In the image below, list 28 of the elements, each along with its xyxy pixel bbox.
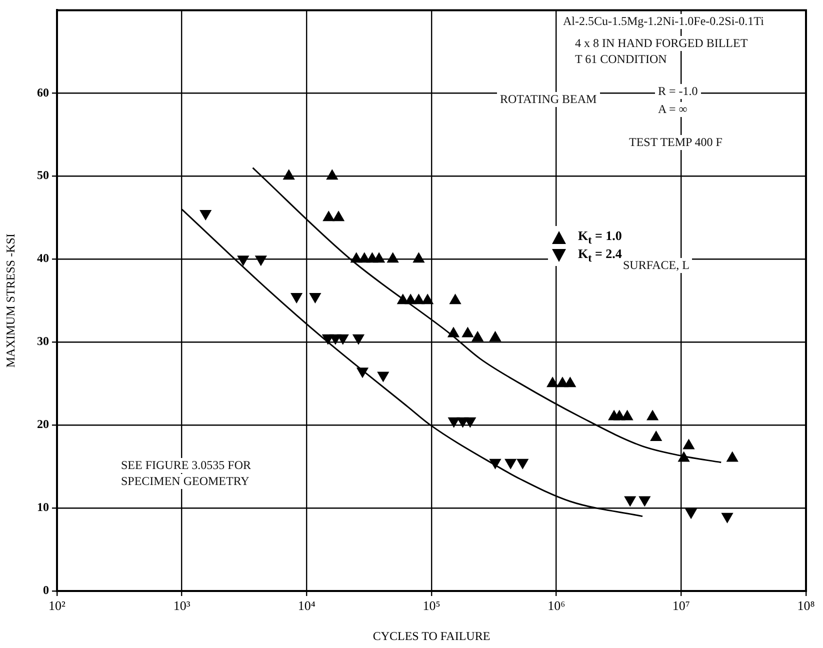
- annotation: Al-2.5Cu-1.5Mg-1.2Ni-1.0Fe-0.2Si-0.1Ti: [560, 14, 767, 29]
- x-tick-label: 10³: [173, 598, 190, 614]
- annotation: SEE FIGURE 3.0535 FOR: [118, 458, 254, 473]
- annotation: SURFACE, L: [620, 258, 692, 273]
- annotation: R = -1.0: [655, 84, 701, 99]
- y-tick-label: 50: [37, 168, 49, 182]
- annotation: A = ∞: [655, 102, 690, 117]
- annotation: T 61 CONDITION: [572, 52, 670, 67]
- y-tick-label: 10: [37, 500, 49, 514]
- y-tick-label: 30: [37, 334, 49, 348]
- y-axis-title: MAXIMUM STRESS -KSI: [3, 234, 18, 368]
- y-tick-label: 0: [43, 583, 49, 598]
- annotation: SPECIMEN GEOMETRY: [118, 474, 252, 489]
- x-tick-label: 10⁴: [298, 598, 316, 614]
- x-tick-label: 10⁷: [672, 598, 690, 614]
- x-axis-title: CYCLES TO FAILURE: [372, 628, 490, 643]
- y-tick-label: 60: [37, 85, 49, 100]
- y-tick-label: 20: [37, 417, 49, 432]
- x-tick-label: 10⁶: [548, 598, 566, 614]
- legend-label: K$_{t}$ = 1.0: [578, 228, 622, 246]
- x-tick-label: 10⁵: [422, 598, 440, 614]
- x-tick-label: 10²: [48, 598, 66, 614]
- legend-label: K$_{t}$ = 2.4: [578, 246, 622, 264]
- annotation: TEST TEMP 400 F: [626, 135, 726, 150]
- annotation: 4 x 8 IN HAND FORGED BILLET: [572, 36, 751, 51]
- x-tick-label: 10⁸: [797, 598, 816, 614]
- y-tick-label: 40: [37, 251, 49, 266]
- annotation: ROTATING BEAM: [497, 92, 600, 107]
